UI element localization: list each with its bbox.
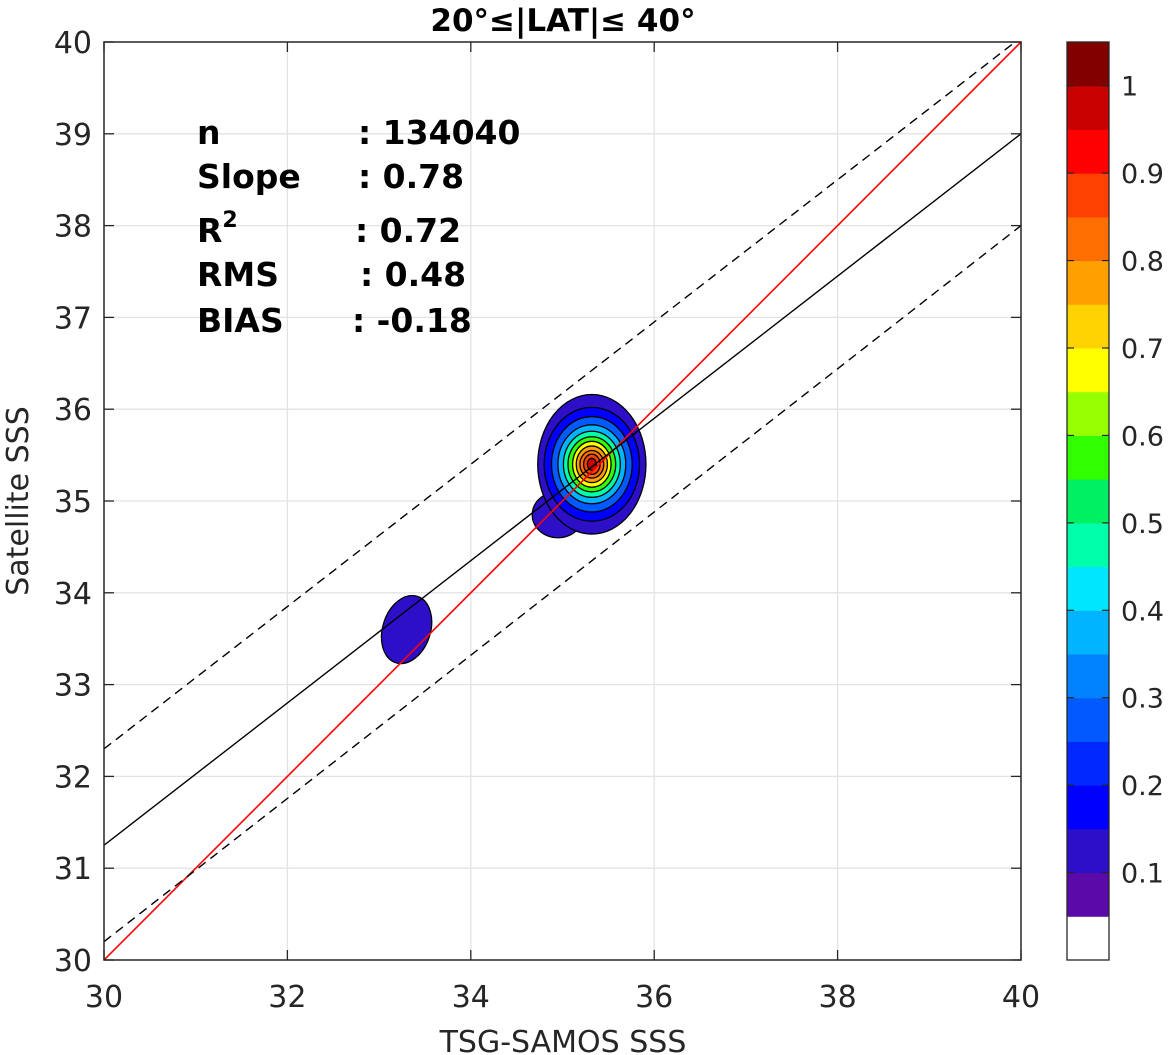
one-to-one-line xyxy=(104,42,1021,960)
colorbar-tick-label: 0.6 xyxy=(1121,421,1164,452)
colorbar-tick-label: 1 xyxy=(1121,72,1138,103)
x-tick-label: 36 xyxy=(635,980,673,1015)
y-tick-label: 36 xyxy=(54,393,92,428)
colorbar-tick-label: 0.5 xyxy=(1121,509,1164,540)
chart-title: 20°≤|LAT|≤ 40° xyxy=(430,3,695,39)
colorbar-segment xyxy=(1067,610,1109,655)
colorbar-segment xyxy=(1067,348,1109,393)
stat-r2-key: R2 xyxy=(197,208,238,250)
colorbar-segment xyxy=(1067,216,1109,262)
stat-slope-key: Slope xyxy=(197,157,301,196)
stats-block: n : 134040 Slope : 0.78 R2 : 0.72 RMS : … xyxy=(197,113,520,340)
stat-n-key: n xyxy=(197,113,221,152)
y-tick-label: 31 xyxy=(54,852,92,887)
colorbar-segment xyxy=(1067,85,1109,130)
colorbar-segment xyxy=(1067,741,1109,786)
y-axis-ticks: 30 31 32 33 34 35 36 37 38 39 40 xyxy=(54,26,1021,979)
y-tick-label: 40 xyxy=(54,26,92,61)
stat-n-value: : 134040 xyxy=(358,113,520,152)
y-tick-label: 38 xyxy=(54,210,92,245)
y-tick-label: 33 xyxy=(54,669,92,704)
upper-bound-dashed-line xyxy=(104,42,1017,750)
colorbar: 0.1 0.2 0.3 0.4 0.5 0.6 0.7 0.8 0.9 1 xyxy=(1066,41,1164,961)
contour-secondary-cluster xyxy=(380,594,433,665)
y-tick-label: 37 xyxy=(54,301,92,336)
colorbar-segment xyxy=(1067,916,1109,961)
y-tick-label: 39 xyxy=(54,118,92,153)
colorbar-segment xyxy=(1067,479,1109,524)
y-tick-label: 35 xyxy=(54,485,92,520)
colorbar-segment xyxy=(1067,260,1109,305)
stat-r2-value: : 0.72 xyxy=(355,211,461,250)
colorbar-tick-label: 0.3 xyxy=(1121,684,1164,715)
colorbar-tick-label: 0.7 xyxy=(1121,334,1164,365)
stat-r2-sup: 2 xyxy=(222,208,237,233)
colorbar-tick-label: 0.4 xyxy=(1121,596,1164,627)
colorbar-segment xyxy=(1067,522,1109,568)
colorbar-segment xyxy=(1067,42,1109,87)
stat-slope-value: : 0.78 xyxy=(358,157,464,196)
colorbar-segment xyxy=(1067,129,1109,174)
y-axis-label: Satellite SSS xyxy=(1,406,36,596)
stat-rms-key: RMS xyxy=(197,255,279,294)
y-tick-label: 32 xyxy=(54,760,92,795)
colorbar-segment xyxy=(1067,304,1109,349)
colorbar-segment xyxy=(1067,828,1109,874)
contour-level xyxy=(586,457,598,471)
colorbar-segment xyxy=(1067,697,1109,742)
colorbar-tick-label: 0.1 xyxy=(1121,859,1164,890)
colorbar-tick-label: 0.2 xyxy=(1121,771,1164,802)
x-tick-label: 32 xyxy=(268,980,306,1015)
stat-bias-key: BIAS xyxy=(197,301,284,340)
x-tick-label: 30 xyxy=(85,980,123,1015)
x-tick-label: 38 xyxy=(819,980,857,1015)
colorbar-segment xyxy=(1067,435,1109,480)
reference-lines xyxy=(104,42,1021,960)
colorbar-segment xyxy=(1067,391,1109,436)
x-axis-label: TSG-SAMOS SSS xyxy=(439,1025,687,1055)
colorbar-tick-label: 0.8 xyxy=(1121,247,1164,278)
x-axis-ticks: 30 32 34 36 38 40 xyxy=(85,42,1040,1015)
x-tick-label: 40 xyxy=(1002,980,1040,1015)
y-tick-label: 34 xyxy=(54,577,92,612)
colorbar-segment xyxy=(1067,654,1109,699)
colorbar-segment xyxy=(1067,173,1109,218)
stat-rms-value: : 0.48 xyxy=(360,255,466,294)
x-tick-label: 34 xyxy=(452,980,490,1015)
colorbar-segment xyxy=(1067,785,1109,830)
stat-bias-value: : -0.18 xyxy=(352,301,472,340)
stat-r2-base: R xyxy=(197,211,222,250)
regression-fit-line xyxy=(104,133,1021,846)
colorbar-frame xyxy=(1066,41,1110,961)
y-tick-label: 30 xyxy=(54,944,92,979)
colorbar-tick-label: 0.9 xyxy=(1121,159,1164,190)
colorbar-segment xyxy=(1067,566,1109,611)
colorbar-segment xyxy=(1067,872,1109,917)
